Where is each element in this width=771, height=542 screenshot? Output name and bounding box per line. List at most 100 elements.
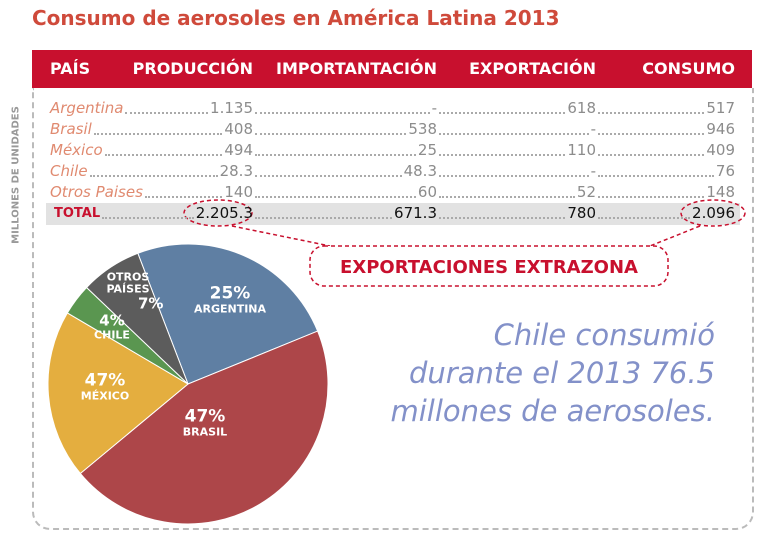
cell-value: 538 bbox=[408, 120, 437, 138]
cell-value: 2.205.3 bbox=[195, 204, 253, 222]
cell-group: - bbox=[437, 161, 596, 182]
cell-value: 48.3 bbox=[403, 162, 437, 180]
total-row: TOTAL 2.205.3 671.3 780 2.096 bbox=[50, 203, 735, 224]
header-bar bbox=[32, 50, 752, 88]
quote-line: durante el 2013 76.5 bbox=[408, 356, 715, 390]
cell-group: 946 bbox=[596, 119, 735, 140]
table-row: Otros Paises 140 60 52 148 bbox=[50, 182, 735, 203]
leader-dots bbox=[439, 217, 566, 219]
cell-value: 946 bbox=[706, 120, 735, 138]
leader-dots bbox=[255, 217, 393, 219]
header-cell: IMPORTANTACIÓN bbox=[276, 59, 437, 78]
country-name: Brasil bbox=[50, 120, 92, 138]
cell-group: 110 bbox=[437, 140, 596, 161]
slice-name: CHILE bbox=[94, 328, 130, 342]
cell-group: 538 bbox=[253, 119, 437, 140]
leader-dots bbox=[598, 175, 714, 177]
slice-percent: 4% bbox=[99, 311, 125, 330]
leader-dots bbox=[255, 175, 402, 177]
leader-dots bbox=[104, 154, 223, 156]
cell-group: México 494 bbox=[50, 140, 253, 161]
header-cell: PAÍS bbox=[50, 59, 91, 78]
cell-group: 25 bbox=[253, 140, 437, 161]
cell-value: - bbox=[431, 99, 437, 117]
cell-group: 148 bbox=[596, 182, 735, 203]
leader-dots bbox=[93, 133, 223, 135]
frame bbox=[32, 88, 754, 530]
leader-dots bbox=[255, 196, 416, 198]
cell-value: 780 bbox=[567, 204, 596, 222]
slice-label: OTROS PAÍSES 7% bbox=[98, 270, 163, 313]
cell-group: Chile 28.3 bbox=[50, 161, 253, 182]
cell-value: 1.135 bbox=[210, 99, 253, 117]
pie-slice bbox=[79, 330, 329, 525]
cell-value: 409 bbox=[706, 141, 735, 159]
table-row: Chile 28.3 48.3 - 76 bbox=[50, 161, 735, 182]
slice-label: 4% CHILE bbox=[82, 313, 142, 342]
slice-label: 47% BRASIL bbox=[150, 406, 260, 439]
leader-dots bbox=[598, 154, 705, 156]
cell-value: 671.3 bbox=[394, 204, 437, 222]
slice-percent: 25% bbox=[209, 283, 251, 304]
leader-dots bbox=[439, 112, 566, 114]
cell-group: Brasil 408 bbox=[50, 119, 253, 140]
callout-ellipse bbox=[680, 199, 746, 227]
cell-group: 48.3 bbox=[253, 161, 437, 182]
cell-value: 110 bbox=[567, 141, 596, 159]
header-cell: EXPORTACIÓN bbox=[469, 59, 596, 78]
cell-group: 60 bbox=[253, 182, 437, 203]
cell-value: 2.096 bbox=[692, 204, 735, 222]
slice-name: BRASIL bbox=[182, 425, 228, 439]
leader-dots bbox=[255, 112, 430, 114]
cell-group: 52 bbox=[437, 182, 596, 203]
leader-dots bbox=[439, 133, 589, 135]
country-name: Argentina bbox=[50, 99, 124, 117]
quote-line: millones de aerosoles. bbox=[390, 394, 715, 428]
pie-slice bbox=[47, 312, 189, 475]
cell-value: 60 bbox=[417, 183, 437, 201]
cell-group: - bbox=[437, 119, 596, 140]
header-cell: CONSUMO bbox=[642, 59, 735, 78]
cell-group: 618 bbox=[437, 98, 596, 119]
cell-group: TOTAL 2.205.3 bbox=[50, 203, 253, 224]
cell-group: Argentina 1.135 bbox=[50, 98, 253, 119]
slice-name: OTROS PAÍSES bbox=[106, 270, 150, 296]
leader-dots bbox=[598, 112, 705, 114]
leader-dots bbox=[255, 133, 407, 135]
leader-dots bbox=[89, 175, 218, 177]
cell-group: 76 bbox=[596, 161, 735, 182]
cell-group: 409 bbox=[596, 140, 735, 161]
cell-value: 618 bbox=[567, 99, 596, 117]
cell-group: - bbox=[253, 98, 437, 119]
cell-group: 517 bbox=[596, 98, 735, 119]
cell-value: 140 bbox=[224, 183, 253, 201]
slice-percent: 47% bbox=[184, 406, 226, 427]
pie-slice bbox=[85, 252, 189, 385]
cell-value: - bbox=[590, 120, 596, 138]
cell-value: 517 bbox=[706, 99, 735, 117]
cell-value: - bbox=[590, 162, 596, 180]
table-row: Brasil 408 538 - 946 bbox=[50, 119, 735, 140]
country-name: Chile bbox=[50, 162, 88, 180]
leader-dots bbox=[439, 154, 566, 156]
leader-dots bbox=[598, 196, 705, 198]
cell-group: 671.3 bbox=[253, 203, 437, 224]
slice-name: MÉXICO bbox=[80, 389, 130, 403]
leader-dots bbox=[102, 217, 194, 219]
cell-group: 2.096 bbox=[596, 203, 735, 224]
slice-percent: 47% bbox=[84, 370, 126, 391]
cell-value: 25 bbox=[417, 141, 437, 159]
cell-group: 780 bbox=[437, 203, 596, 224]
table-row: México 494 25 110 409 bbox=[50, 140, 735, 161]
cell-group: Otros Paises 140 bbox=[50, 182, 253, 203]
callout-box bbox=[309, 245, 669, 287]
country-name: Otros Paises bbox=[50, 183, 143, 201]
leader-dots bbox=[598, 217, 691, 219]
slice-label: 25% ARGENTINA bbox=[175, 283, 285, 316]
leader-dots bbox=[255, 154, 416, 156]
callout-text: EXPORTACIONES EXTRAZONA bbox=[340, 257, 638, 278]
callout-ellipse bbox=[183, 199, 253, 227]
cell-value: 52 bbox=[576, 183, 596, 201]
